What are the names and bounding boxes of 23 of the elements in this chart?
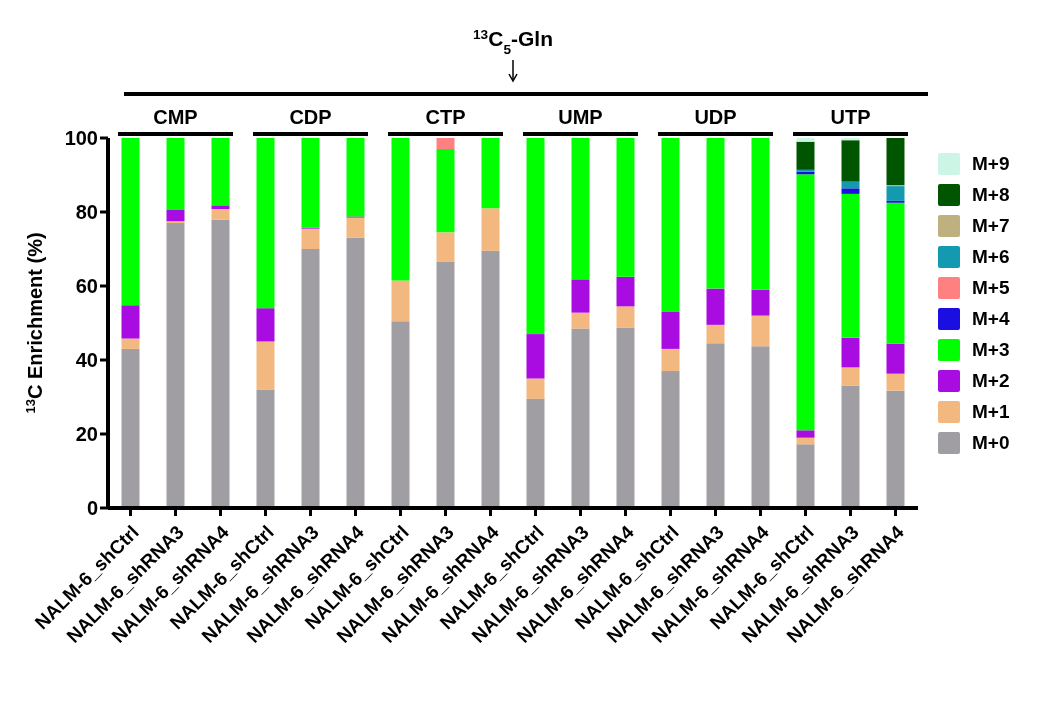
text: CDP <box>289 106 332 128</box>
legend-label: M+2 <box>972 369 1010 392</box>
legend-label: M+1 <box>972 400 1010 423</box>
legend-label: M+8 <box>972 183 1010 206</box>
y-tick-label: 60 <box>75 275 98 298</box>
legend-label: M+0 <box>972 431 1010 454</box>
text: UMP <box>558 106 603 128</box>
y-tick-label: 0 <box>86 497 98 520</box>
text: CTP <box>425 106 466 128</box>
legend-label: M+7 <box>972 214 1010 237</box>
text: CMP <box>153 106 198 128</box>
legend-label: M+6 <box>972 245 1010 268</box>
legend-label: M+9 <box>972 152 1010 175</box>
legend-label: M+4 <box>972 307 1010 330</box>
text: $^{13}$C$_{5}$-Gln <box>473 26 553 57</box>
y-tick-label: 20 <box>75 423 98 446</box>
y-tick-label: 100 <box>64 127 98 150</box>
y-tick-label: 40 <box>75 349 98 372</box>
text: UTP <box>830 106 871 128</box>
text: UDP <box>694 106 737 128</box>
y-tick-label: 80 <box>75 201 98 224</box>
legend-label: M+5 <box>972 276 1010 299</box>
legend-label: M+3 <box>972 338 1010 361</box>
